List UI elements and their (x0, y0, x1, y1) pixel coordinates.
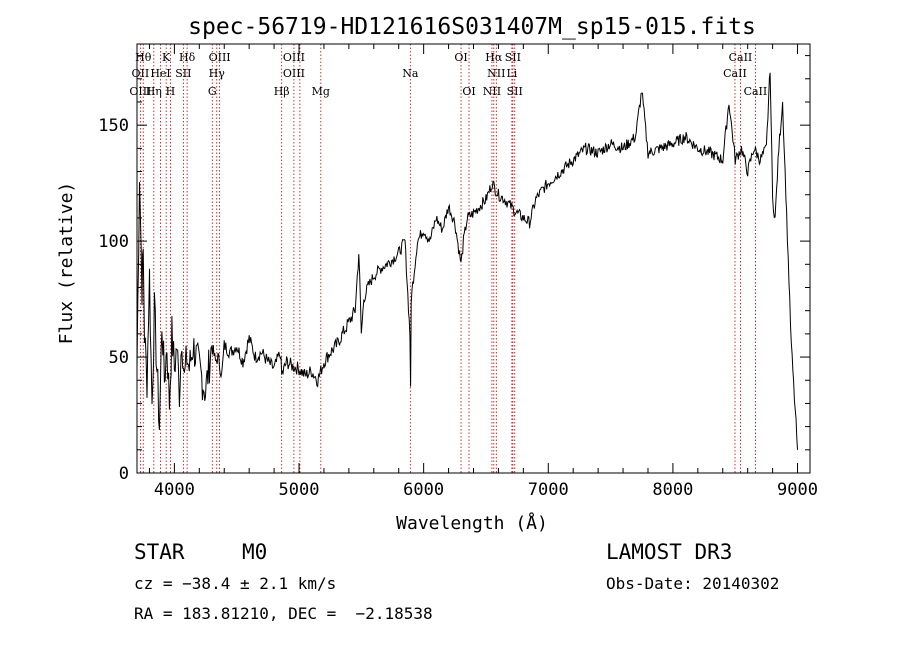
survey-name: LAMOST DR3 (606, 540, 733, 564)
marker-label: OII (132, 67, 150, 80)
marker-label: OIII (209, 51, 231, 64)
marker-label: Hδ (179, 51, 196, 64)
axes: 4000 5000 6000 7000 8000 9000 0 50 100 150 (98, 43, 818, 500)
marker-label: NII (487, 67, 505, 80)
x-axis-label: Wavelength (Å) (396, 512, 548, 534)
x-tick-label: 8000 (652, 480, 693, 500)
x-tick-label: 5000 (279, 480, 320, 500)
marker-label: Li (506, 67, 517, 80)
marker-label: SII (507, 85, 523, 98)
y-tick-label: 0 (119, 464, 129, 484)
marker-label: CaII (729, 51, 753, 64)
marker-label: G (208, 85, 217, 98)
marker-label: OIII (129, 85, 151, 98)
marker-label: Na (402, 67, 419, 80)
marker-label: K (162, 51, 171, 64)
marker-label: HeI (150, 67, 170, 80)
marker-label: Hθ (135, 51, 152, 64)
marker-label: Mg (312, 85, 330, 98)
object-subclass: M0 (242, 540, 268, 564)
marker-label: OIII (283, 51, 305, 64)
marker-label: OIII (283, 67, 305, 80)
x-tick-label: 7000 (528, 480, 569, 500)
y-tick-label: 100 (98, 232, 129, 252)
marker-label: H (166, 85, 176, 98)
marker-label: SII (505, 51, 521, 64)
y-tick-label: 150 (98, 116, 129, 136)
coordinates: RA = 183.81210, DEC = −2.18538 (134, 604, 433, 623)
x-tick-label: 9000 (777, 480, 818, 500)
y-tick-label: 50 (109, 348, 129, 368)
series (136, 72, 798, 450)
x-tick-label: 6000 (403, 480, 444, 500)
y-axis-label: Flux (relative) (56, 182, 77, 345)
plot-frame (136, 43, 811, 474)
chart-title: spec-56719-HD121616S031407M_sp15-015.fit… (188, 14, 756, 40)
marker-label: NII (483, 85, 501, 98)
redshift-text: cz = −38.4 ± 2.1 km/s (134, 574, 337, 593)
spectrum-line (136, 72, 798, 450)
marker-label: Hα (485, 51, 503, 64)
marker-label: OI (454, 51, 467, 64)
marker-label: CaII (723, 67, 747, 80)
marker-label: CaII (744, 85, 768, 98)
marker-label: SII (175, 67, 191, 80)
marker-label: Hγ (209, 67, 226, 80)
marker-label: Hβ (274, 85, 290, 98)
marker-label: Hη (146, 85, 162, 98)
x-tick-label: 4000 (154, 480, 195, 500)
object-class: STAR (134, 540, 185, 564)
marker-label: OI (462, 85, 475, 98)
obs-date: Obs-Date: 20140302 (606, 574, 780, 593)
